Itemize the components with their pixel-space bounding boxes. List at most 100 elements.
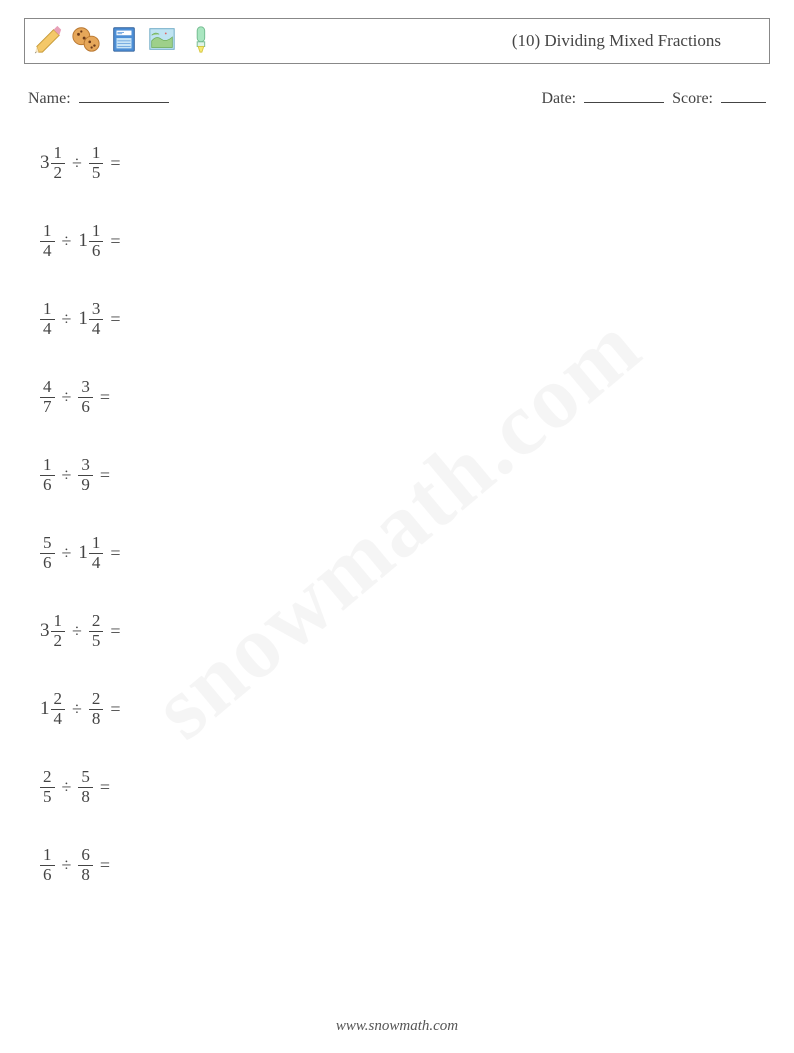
whole-number: 1 <box>78 308 88 330</box>
whole-number: 1 <box>78 542 88 564</box>
name-field-line <box>79 86 169 103</box>
equals-sign: = <box>110 621 120 642</box>
numerator: 2 <box>40 768 55 787</box>
denominator: 2 <box>51 631 66 651</box>
book-icon <box>109 24 139 59</box>
whole-number: 3 <box>40 620 50 642</box>
problem-row: 124÷28= <box>40 684 770 734</box>
worksheet-title: (10) Dividing Mixed Fractions <box>512 31 761 51</box>
problem-row: 14÷116= <box>40 216 770 266</box>
divide-sign: ÷ <box>62 231 72 252</box>
denominator: 6 <box>89 241 104 261</box>
numerator: 3 <box>78 456 93 475</box>
fraction: 28 <box>89 690 104 728</box>
numerator: 1 <box>51 144 66 163</box>
footer-url: www.snowmath.com <box>0 1018 794 1035</box>
denominator: 5 <box>89 631 104 651</box>
problem-row: 16 ÷ 39 = <box>40 450 770 500</box>
fraction: 34 <box>89 300 104 338</box>
equals-sign: = <box>110 309 120 330</box>
denominator: 6 <box>40 865 55 885</box>
numerator: 1 <box>51 612 66 631</box>
divide-sign: ÷ <box>62 387 72 408</box>
denominator: 6 <box>40 475 55 495</box>
info-row: Name: Date: Score: <box>24 86 770 108</box>
numerator: 2 <box>89 690 104 709</box>
fraction: 16 <box>40 846 55 884</box>
problem-row: 14 ÷ 134 = <box>40 294 770 344</box>
divide-sign: ÷ <box>62 777 72 798</box>
pencil-icon <box>33 24 63 59</box>
fraction: 14 <box>40 300 55 338</box>
equals-sign: = <box>100 465 110 486</box>
fraction: 14 <box>89 534 104 572</box>
denominator: 4 <box>40 319 55 339</box>
numerator: 2 <box>51 690 66 709</box>
problem-row: 25÷58= <box>40 762 770 812</box>
numerator: 5 <box>78 768 93 787</box>
denominator: 8 <box>78 787 93 807</box>
numerator: 5 <box>40 534 55 553</box>
denominator: 8 <box>89 709 104 729</box>
denominator: 6 <box>40 553 55 573</box>
whole-number: 1 <box>40 698 50 720</box>
fraction: 15 <box>89 144 104 182</box>
equals-sign: = <box>110 153 120 174</box>
equals-sign: = <box>110 231 120 252</box>
score-label: Score: <box>672 90 713 107</box>
equals-sign: = <box>110 543 120 564</box>
cookie-icon <box>71 24 101 59</box>
numerator: 3 <box>78 378 93 397</box>
fraction: 39 <box>78 456 93 494</box>
problem-row: 312 ÷ 15 = <box>40 138 770 188</box>
problem-row: 16÷68= <box>40 840 770 890</box>
divide-sign: ÷ <box>62 543 72 564</box>
whole-number: 1 <box>78 230 88 252</box>
fraction: 14 <box>40 222 55 260</box>
numerator: 1 <box>40 846 55 865</box>
divide-sign: ÷ <box>72 621 82 642</box>
numerator: 2 <box>89 612 104 631</box>
numerator: 1 <box>40 456 55 475</box>
equals-sign: = <box>100 777 110 798</box>
date-field-line <box>584 86 664 103</box>
fraction: 25 <box>89 612 104 650</box>
fraction: 16 <box>40 456 55 494</box>
fraction: 68 <box>78 846 93 884</box>
numerator: 1 <box>40 222 55 241</box>
denominator: 6 <box>78 397 93 417</box>
equals-sign: = <box>100 855 110 876</box>
divide-sign: ÷ <box>62 309 72 330</box>
fraction: 25 <box>40 768 55 806</box>
fraction: 24 <box>51 690 66 728</box>
fraction: 12 <box>51 612 66 650</box>
denominator: 4 <box>89 319 104 339</box>
numerator: 4 <box>40 378 55 397</box>
header-box: (10) Dividing Mixed Fractions <box>24 18 770 64</box>
denominator: 4 <box>89 553 104 573</box>
date-label: Date: <box>541 90 576 107</box>
divide-sign: ÷ <box>72 153 82 174</box>
fraction: 16 <box>89 222 104 260</box>
denominator: 9 <box>78 475 93 495</box>
denominator: 2 <box>51 163 66 183</box>
numerator: 6 <box>78 846 93 865</box>
problem-row: 56 ÷ 114 = <box>40 528 770 578</box>
denominator: 7 <box>40 397 55 417</box>
denominator: 5 <box>40 787 55 807</box>
fraction: 58 <box>78 768 93 806</box>
problems-list: 312÷15=14÷116=14÷134=47÷36=16÷39=56÷114=… <box>24 138 770 890</box>
denominator: 8 <box>78 865 93 885</box>
equals-sign: = <box>110 699 120 720</box>
divide-sign: ÷ <box>72 699 82 720</box>
fraction: 56 <box>40 534 55 572</box>
divide-sign: ÷ <box>62 855 72 876</box>
numerator: 1 <box>89 534 104 553</box>
header-icons <box>33 24 215 59</box>
denominator: 4 <box>51 709 66 729</box>
fraction: 47 <box>40 378 55 416</box>
map-icon <box>147 24 177 59</box>
whole-number: 3 <box>40 152 50 174</box>
divide-sign: ÷ <box>62 465 72 486</box>
denominator: 5 <box>89 163 104 183</box>
